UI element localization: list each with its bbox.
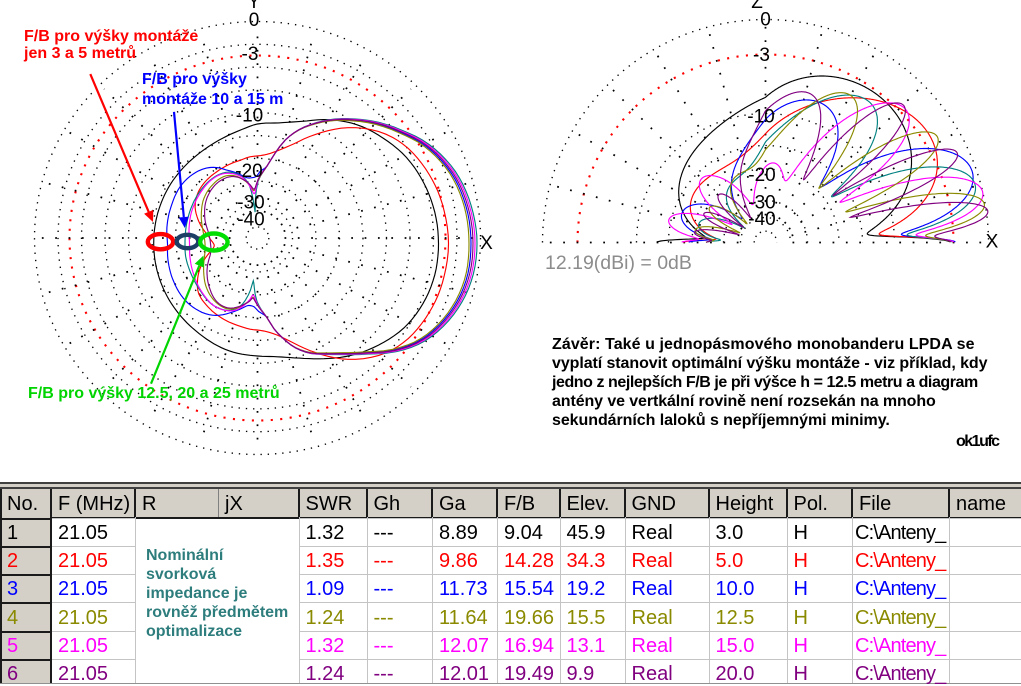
svg-text:-40: -40	[237, 210, 264, 231]
svg-text:X: X	[480, 233, 493, 254]
svg-text:-10: -10	[747, 107, 774, 128]
svg-text:-40: -40	[748, 209, 775, 230]
svg-text:-30: -30	[748, 193, 775, 214]
svg-text:Y: Y	[248, 0, 261, 13]
svg-text:-10: -10	[236, 106, 263, 127]
svg-text:0: 0	[249, 10, 260, 31]
svg-text:0: 0	[760, 10, 771, 31]
svg-text:-20: -20	[748, 165, 775, 186]
svg-text:-20: -20	[235, 161, 262, 182]
svg-text:-30: -30	[237, 193, 264, 214]
svg-text:X: X	[986, 232, 999, 253]
svg-text:Z: Z	[751, 0, 763, 13]
svg-text:-3: -3	[753, 45, 770, 66]
svg-text:-3: -3	[242, 44, 259, 65]
